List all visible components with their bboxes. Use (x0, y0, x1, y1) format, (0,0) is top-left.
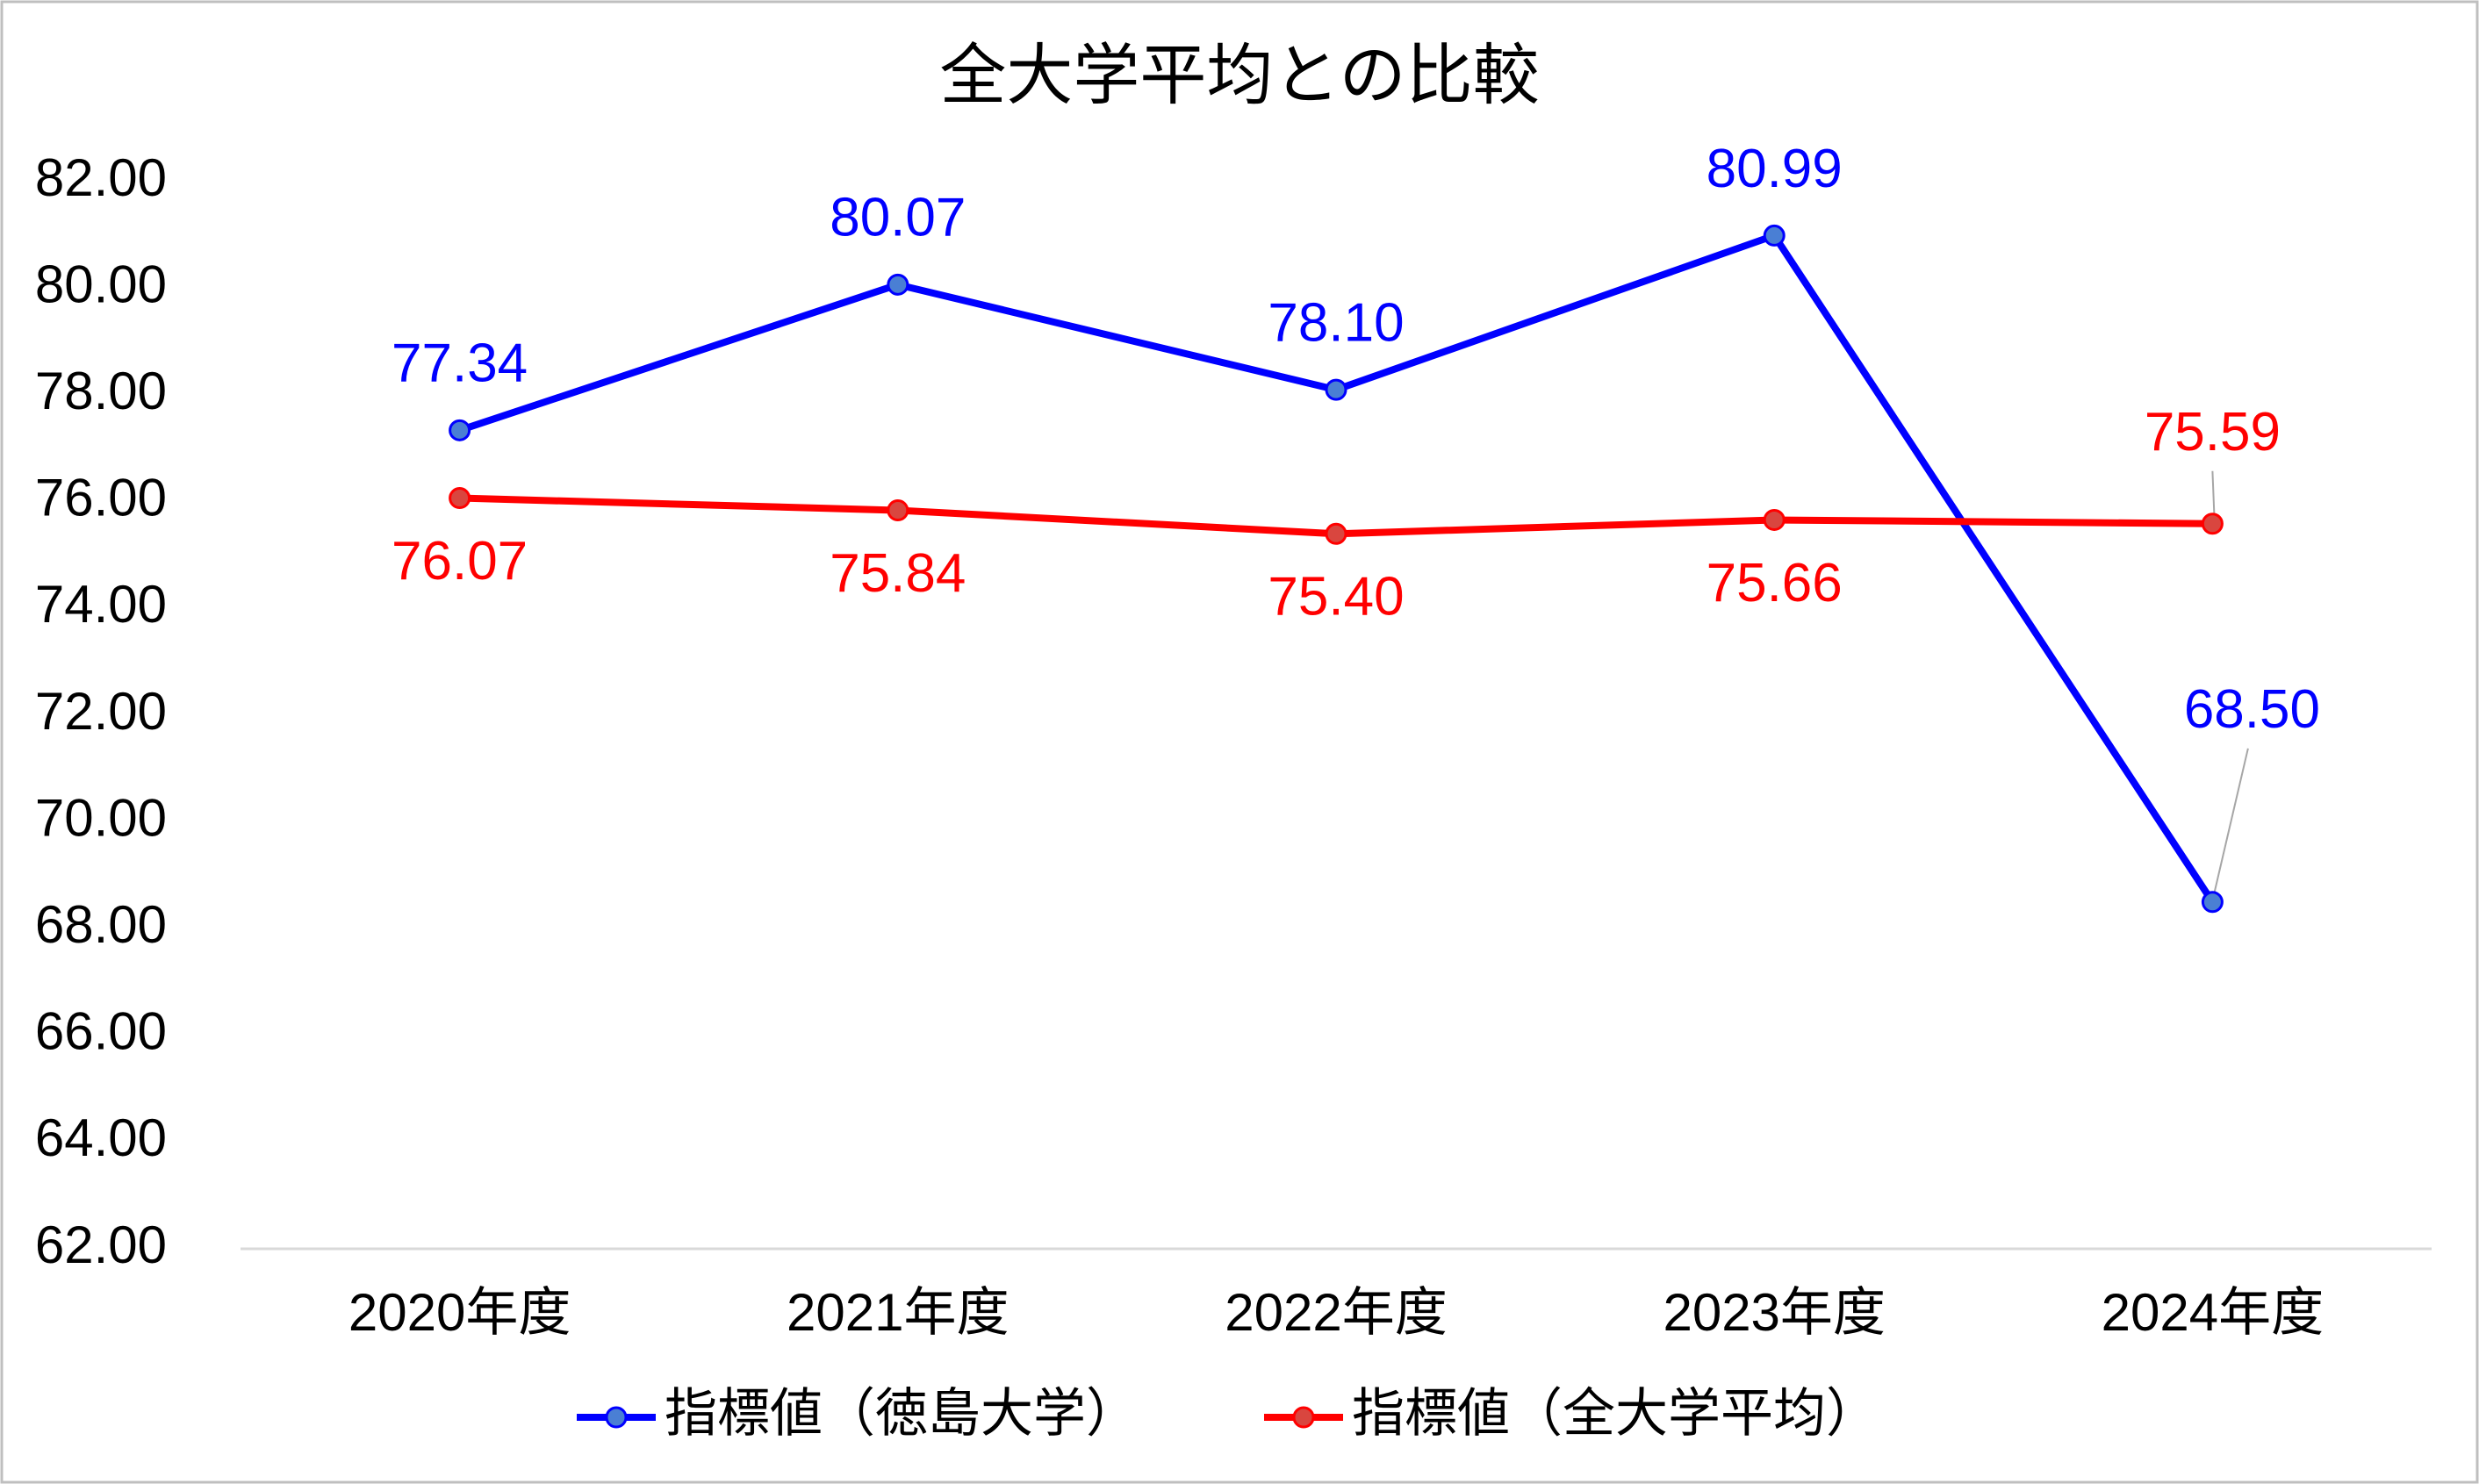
data-label: 78.10 (1268, 292, 1404, 353)
y-tick-label: 68.00 (35, 895, 167, 954)
y-tick-label: 76.00 (35, 469, 167, 527)
marker (887, 273, 909, 296)
y-tick-label: 78.00 (35, 362, 167, 420)
x-tick-label: 2020年度 (348, 1283, 571, 1342)
marker (449, 487, 471, 510)
data-label: 68.50 (2184, 679, 2320, 740)
marker (1325, 378, 1347, 401)
leader-line (2213, 748, 2249, 894)
marker (887, 499, 909, 522)
y-tick-label: 64.00 (35, 1108, 167, 1167)
y-tick-label: 80.00 (35, 255, 167, 313)
x-tick-label: 2021年度 (787, 1283, 1009, 1342)
data-label: 76.07 (392, 531, 528, 591)
legend-marker (1292, 1406, 1315, 1429)
marker (2201, 891, 2224, 914)
y-tick-label: 66.00 (35, 1002, 167, 1061)
chart-title: 全大学平均との比較 (939, 39, 1539, 113)
legend-marker (605, 1406, 628, 1429)
y-tick-label: 82.00 (35, 148, 167, 207)
y-tick-label: 62.00 (35, 1215, 167, 1274)
marker (2201, 513, 2224, 535)
data-label: 75.40 (1268, 567, 1404, 627)
data-label: 75.59 (2145, 402, 2281, 462)
data-label: 75.66 (1707, 553, 1843, 613)
marker (1763, 508, 1786, 531)
legend-label: 指標値（徳島大学） (665, 1384, 1139, 1443)
y-tick-label: 72.00 (35, 682, 167, 741)
marker (1325, 522, 1347, 545)
y-tick-label: 74.00 (35, 575, 167, 634)
leader-line (2211, 470, 2216, 515)
marker (449, 419, 471, 441)
x-tick-label: 2023年度 (1663, 1283, 1885, 1342)
data-label: 80.99 (1707, 139, 1843, 199)
y-tick-label: 70.00 (35, 788, 167, 847)
marker (1763, 224, 1786, 247)
data-label: 80.07 (830, 188, 966, 248)
x-tick-label: 2022年度 (1225, 1283, 1447, 1342)
x-tick-label: 2024年度 (2102, 1283, 2324, 1342)
data-label: 75.84 (830, 543, 966, 604)
legend-label: 指標値（全大学平均） (1352, 1384, 1879, 1443)
data-label: 77.34 (392, 333, 528, 394)
